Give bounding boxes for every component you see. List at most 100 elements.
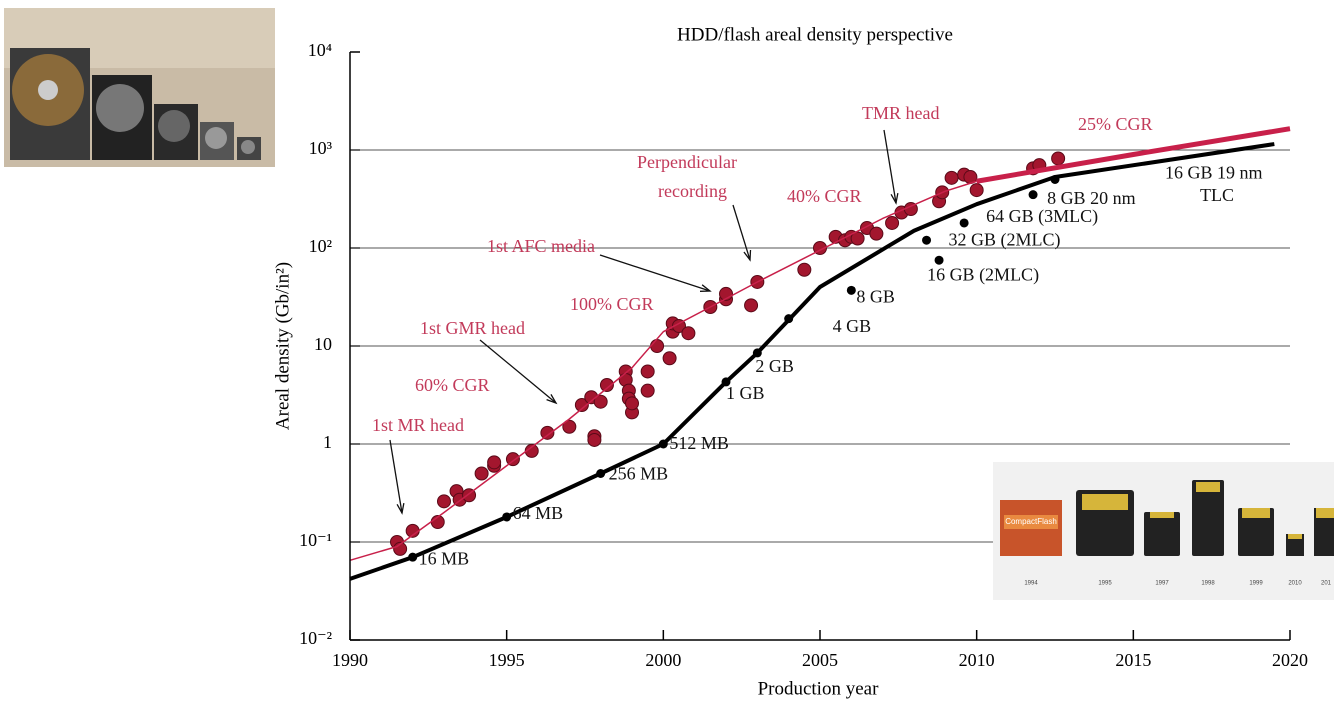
data-point	[640, 383, 655, 398]
x-tick-label: 2000	[645, 650, 681, 670]
trend-line	[976, 126, 1291, 184]
point-label: 16 GB (2MLC)	[927, 264, 1039, 285]
annotation: 100% CGR	[570, 294, 654, 314]
data-point	[922, 235, 932, 245]
x-tick-label: 2015	[1115, 650, 1151, 670]
hdd-photo	[4, 8, 275, 167]
arrow	[732, 204, 751, 261]
data-point	[846, 285, 856, 295]
data-point	[1028, 190, 1038, 200]
data-point	[474, 466, 489, 481]
card-year: 1995	[1098, 581, 1112, 587]
annotation: 1st GMR head	[420, 318, 525, 338]
data-point	[1050, 175, 1060, 185]
data-point	[574, 398, 589, 413]
data-point	[784, 314, 794, 324]
point-label: 64 MB	[513, 503, 564, 523]
data-point	[672, 318, 686, 333]
data-point	[587, 432, 602, 447]
card-year: 2010	[1288, 581, 1302, 587]
point-label: 2 GB	[755, 356, 794, 376]
x-tick-label: 2005	[802, 650, 838, 670]
annotation: 1st MR head	[372, 415, 464, 435]
data-point	[969, 183, 984, 198]
data-point	[408, 552, 418, 562]
arrow-head	[546, 394, 558, 405]
arrow-head	[699, 284, 712, 292]
data-point	[596, 469, 606, 479]
data-point	[934, 255, 944, 265]
annotation: TLC	[1200, 185, 1234, 205]
arrow	[599, 254, 711, 292]
data-point	[662, 351, 677, 366]
point-label: 32 GB (2MLC)	[949, 229, 1061, 250]
y-tick-label: 10²	[309, 236, 332, 256]
data-point	[487, 455, 502, 470]
data-point	[625, 396, 639, 411]
arrow	[389, 439, 403, 514]
point-label: 256 MB	[609, 464, 669, 484]
arrow	[479, 339, 557, 404]
annotation: TMR head	[862, 103, 939, 123]
data-point	[681, 326, 696, 341]
data-point	[562, 419, 577, 434]
data-point	[658, 439, 668, 449]
data-point	[752, 348, 762, 358]
annotation: 1st AFC media	[487, 236, 595, 256]
point-label: 8 GB	[856, 286, 895, 306]
plot: 10⁻² 10⁻¹ 1 10 10² 10³ 10⁴ 1990 1995 2000 2005 2010…	[299, 40, 1308, 670]
point-label: 512 MB	[669, 433, 729, 453]
data-point	[1051, 151, 1066, 166]
data-point	[599, 377, 614, 392]
point-label: 64 GB (3MLC)	[986, 206, 1098, 227]
y-axis-label: Areal density (Gb/in²)	[272, 262, 293, 430]
x-tick-label: 2010	[959, 650, 995, 670]
data-point	[744, 298, 759, 313]
annotation: 40% CGR	[787, 186, 862, 206]
annotation: 25% CGR	[1078, 114, 1153, 134]
x-tick-label: 1990	[332, 650, 368, 670]
point-label: 8 GB 20 nm	[1047, 188, 1136, 208]
arrow	[883, 129, 897, 204]
point-label: 16 GB 19 nm	[1165, 163, 1263, 183]
data-point	[885, 215, 900, 230]
card-year: 201	[1321, 581, 1332, 587]
arrow-head	[396, 503, 405, 515]
data-point	[502, 512, 512, 522]
annotation: Perpendicular	[637, 152, 737, 172]
point-label: 1 GB	[726, 383, 765, 403]
trend-line	[349, 180, 977, 562]
data-point	[869, 226, 884, 241]
annotation: recording	[658, 181, 727, 201]
data-point	[959, 218, 969, 228]
y-tick-label: 10⁴	[308, 40, 332, 60]
x-tick-label: 2020	[1272, 650, 1308, 670]
y-tick-label: 10	[314, 334, 332, 354]
y-tick-label: 10⁻¹	[299, 530, 332, 550]
card-year: 1997	[1155, 581, 1169, 587]
trend-line	[349, 142, 1275, 581]
data-point	[721, 377, 731, 387]
annotation: 60% CGR	[415, 375, 490, 395]
data-point	[524, 443, 539, 458]
x-tick-label: 1995	[489, 650, 525, 670]
y-tick-label: 1	[323, 432, 332, 452]
arrow-head	[743, 249, 752, 262]
point-label: 16 MB	[419, 548, 470, 568]
card-photo: CompactFlash 1994 1995 1997 1998 1999 2010 201	[993, 462, 1334, 600]
card-label: CompactFlash	[1005, 517, 1057, 526]
y-tick-label: 10³	[309, 138, 333, 158]
y-tick-label: 10⁻²	[299, 628, 332, 648]
x-axis-label: Production year	[758, 678, 880, 699]
card-year: 1998	[1201, 581, 1215, 587]
data-point	[640, 364, 655, 379]
data-point	[650, 339, 665, 353]
card-year: 1994	[1024, 581, 1038, 587]
data-point	[505, 452, 520, 467]
data-point	[797, 262, 812, 277]
point-label: 4 GB	[833, 316, 872, 336]
data-point	[944, 170, 959, 185]
arrow-head	[890, 193, 899, 205]
data-point	[593, 394, 608, 409]
